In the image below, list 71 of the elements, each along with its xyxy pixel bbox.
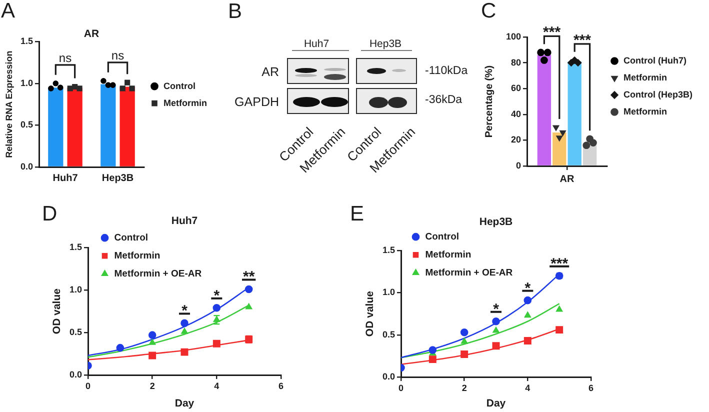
y-tick-label: 0 bbox=[516, 160, 521, 170]
y-tick-label: 1.0 bbox=[69, 284, 82, 295]
chart-title: Huh7 bbox=[171, 215, 198, 228]
x-tick-label: 4 bbox=[525, 382, 530, 393]
y-tick-label: 40 bbox=[510, 108, 521, 119]
y-tick-label: 1.0 bbox=[20, 78, 33, 88]
x-tick-label: 6 bbox=[278, 380, 284, 391]
y-axis-title: Percentage (%) bbox=[484, 65, 495, 138]
x-tick-label: 2 bbox=[150, 380, 155, 391]
chart-title: Hep3B bbox=[479, 216, 514, 228]
y-tick-label: 60 bbox=[510, 83, 521, 94]
y-tick-label: 0.0 bbox=[20, 161, 33, 172]
legend-label: Metformin bbox=[425, 249, 472, 260]
y-axis-title: OD value bbox=[51, 288, 64, 334]
text: Hep3B bbox=[369, 38, 402, 50]
y-axis-title: OD value bbox=[364, 290, 376, 337]
y-tick-label: 20 bbox=[510, 134, 521, 145]
y-tick-label: 1.5 bbox=[69, 242, 82, 252]
chart-title: AR bbox=[84, 28, 100, 40]
x-axis-title: Day bbox=[174, 398, 194, 410]
legend-label: Metformin bbox=[624, 106, 667, 116]
legend-label: Metformin bbox=[624, 72, 667, 82]
legend-label: Control bbox=[114, 232, 148, 244]
annotation: * bbox=[214, 287, 220, 304]
y-tick-label: 0.5 bbox=[69, 327, 82, 338]
text: D bbox=[42, 202, 58, 226]
y-tick-label: 0.5 bbox=[20, 120, 33, 130]
annotation: ** bbox=[242, 268, 255, 286]
legend-label: Control (Huh7) bbox=[624, 55, 686, 66]
text: B bbox=[228, 0, 242, 23]
legend-label: Control bbox=[164, 80, 196, 91]
x-tick-label: Hep3B bbox=[102, 172, 134, 184]
x-tick-label: 4 bbox=[214, 380, 220, 391]
legend-label: Metformin bbox=[164, 98, 207, 108]
text: GAPDH bbox=[234, 94, 279, 109]
text: A bbox=[1, 0, 16, 22]
legend-label: Control bbox=[425, 231, 460, 242]
annotation: * bbox=[493, 300, 500, 318]
y-tick-label: 1.5 bbox=[382, 245, 395, 256]
text: -110kDa bbox=[425, 65, 468, 78]
x-tick-label: 2 bbox=[462, 382, 467, 393]
x-tick-label: Huh7 bbox=[52, 172, 78, 184]
legend-label: Metformin bbox=[114, 250, 160, 262]
legend-label: Metformin + OE-AR bbox=[425, 267, 513, 278]
y-tick-label: 100 bbox=[506, 31, 521, 42]
y-tick-label: 1.0 bbox=[382, 287, 395, 298]
legend-label: Metformin + OE-AR bbox=[114, 268, 202, 280]
annotation: * bbox=[182, 302, 188, 320]
annotation: *** bbox=[550, 255, 568, 272]
x-axis-title: Day bbox=[486, 398, 506, 410]
text: C bbox=[481, 0, 496, 22]
y-tick-label: 0.5 bbox=[382, 329, 395, 340]
y-axis-title: Relative RNA Expression bbox=[4, 50, 14, 158]
x-tick-label: 0 bbox=[85, 380, 91, 391]
legend-label: Control (Hep3B) bbox=[624, 89, 692, 100]
annotation: ns bbox=[111, 48, 124, 62]
x-tick-label: 0 bbox=[398, 382, 404, 393]
text: AR bbox=[262, 64, 279, 79]
x-tick-label: 6 bbox=[588, 382, 594, 393]
annotation: ns bbox=[58, 50, 72, 65]
x-tick-label: AR bbox=[560, 174, 575, 185]
text: -36kDa bbox=[425, 94, 462, 107]
y-tick-label: 0.0 bbox=[382, 371, 395, 382]
annotation: *** bbox=[573, 32, 592, 49]
text: Huh7 bbox=[304, 38, 330, 50]
y-tick-label: 80 bbox=[510, 57, 521, 68]
text: E bbox=[350, 202, 364, 226]
annotation: *** bbox=[543, 24, 561, 42]
y-tick-label: 0.0 bbox=[69, 369, 82, 380]
annotation: * bbox=[524, 280, 531, 297]
y-tick-label: 1.5 bbox=[20, 36, 33, 46]
